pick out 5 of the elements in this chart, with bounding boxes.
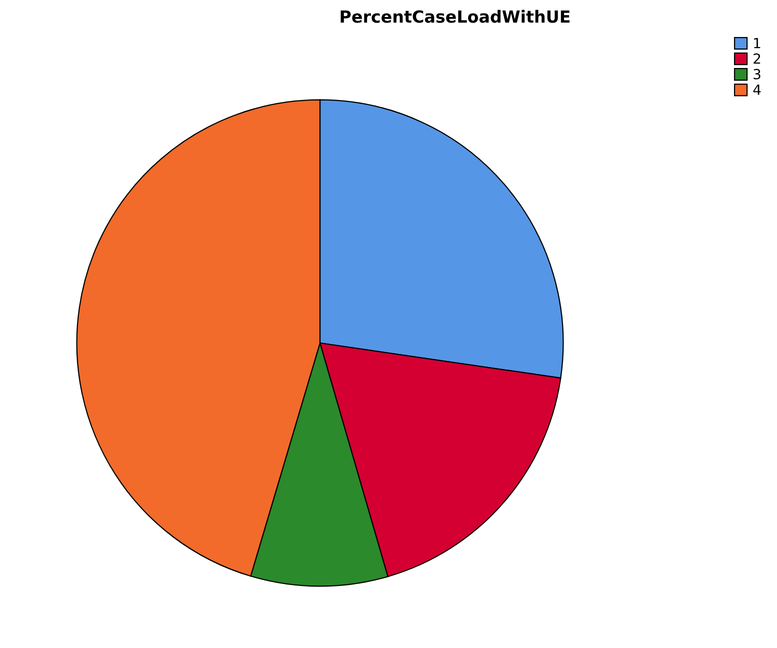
legend-label: 4 xyxy=(753,84,761,95)
legend-label: 1 xyxy=(754,38,760,48)
chart-title: PercentCaseLoadWithUE xyxy=(340,10,570,23)
legend-label: 2 xyxy=(754,53,760,64)
legend-label: 3 xyxy=(754,68,760,80)
